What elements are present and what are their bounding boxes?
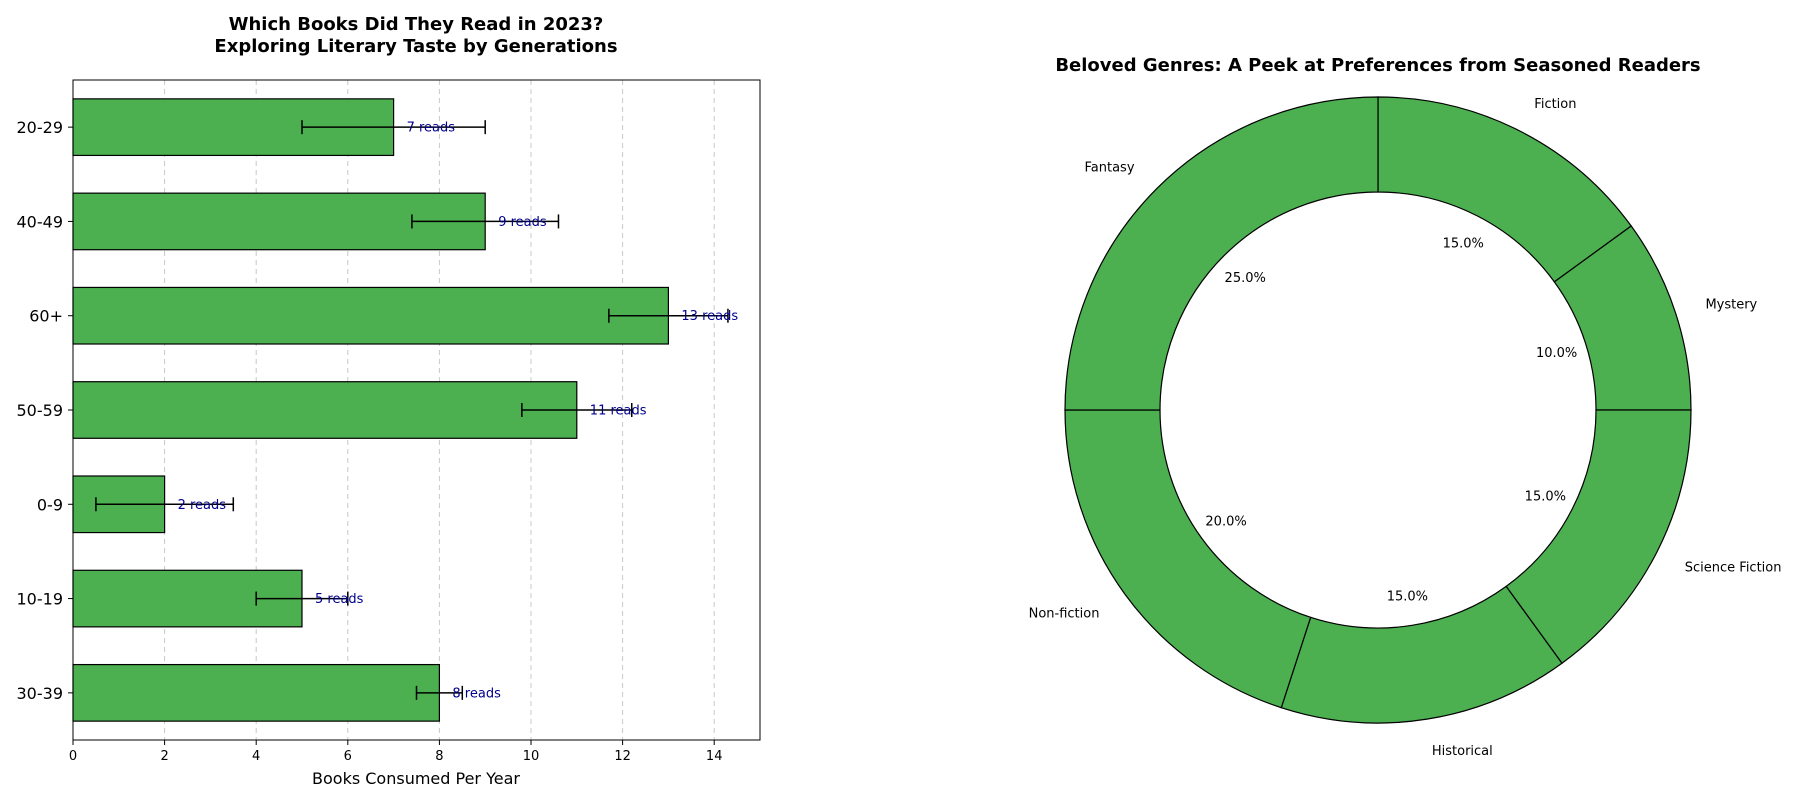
y-tick-label: 0-9 xyxy=(37,495,63,514)
donut-category-label: Science Fiction xyxy=(1685,560,1782,575)
donut-category-label: Fantasy xyxy=(1085,161,1135,176)
bar-50-59 xyxy=(72,381,578,439)
bar-value-label: 9 reads xyxy=(498,215,547,230)
y-tick-label: 20-29 xyxy=(17,118,64,137)
donut-percent-label: 10.0% xyxy=(1536,346,1577,361)
x-tick-label: 6 xyxy=(344,749,352,764)
x-axis-label: Books Consumed Per Year xyxy=(312,769,520,788)
bar-value-label: 7 reads xyxy=(407,121,456,136)
bar-30-39 xyxy=(72,663,440,722)
bar-value-label: 8 reads xyxy=(452,686,501,701)
bar-chart-title-line2: Exploring Literary Taste by Generations xyxy=(214,36,617,57)
donut-slice-non-fiction xyxy=(1064,409,1312,709)
y-axis-ticks: 20-29 40-49 60+ 50-59 0-9 10-19 30-39 xyxy=(17,118,73,703)
bar-value-label: 13 reads xyxy=(681,309,738,324)
donut-category-label: Mystery xyxy=(1705,298,1757,313)
donut-percent-label: 15.0% xyxy=(1443,237,1484,252)
x-tick-label: 10 xyxy=(523,749,540,764)
y-tick-label: 60+ xyxy=(29,307,63,326)
x-tick-label: 12 xyxy=(614,749,631,764)
donut-category-label: Non-fiction xyxy=(1029,606,1100,621)
bar-chart-title-line1: Which Books Did They Read in 2023? xyxy=(229,14,604,35)
donut-percent-labels: 15.0% 10.0% 15.0% 15.0% 20.0% 25.0% xyxy=(1205,237,1577,605)
donut-percent-label: 20.0% xyxy=(1205,514,1246,529)
bar-series xyxy=(72,98,670,722)
donut-category-labels: Fiction Mystery Science Fiction Historical N… xyxy=(1029,97,1782,759)
x-tick-label: 14 xyxy=(706,749,723,764)
donut-percent-label: 15.0% xyxy=(1387,589,1428,604)
y-tick-label: 50-59 xyxy=(17,401,64,420)
y-tick-label: 30-39 xyxy=(17,684,64,703)
donut-category-label: Historical xyxy=(1432,744,1493,759)
bar-value-label: 2 reads xyxy=(178,498,227,513)
x-tick-label: 4 xyxy=(252,749,260,764)
x-axis-ticks: 0 2 4 6 8 10 12 14 xyxy=(69,740,723,764)
donut-category-label: Fiction xyxy=(1534,97,1576,112)
donut-percent-label: 15.0% xyxy=(1525,489,1566,504)
donut-percent-label: 25.0% xyxy=(1225,271,1266,286)
x-tick-label: 0 xyxy=(69,749,77,764)
x-tick-label: 2 xyxy=(160,749,168,764)
donut-slice-historical xyxy=(1280,585,1563,724)
error-bars xyxy=(95,120,729,700)
donut-chart: Beloved Genres: A Peek at Preferences fr… xyxy=(1029,55,1782,759)
bar-value-label: 11 reads xyxy=(590,404,647,419)
x-tick-label: 8 xyxy=(435,749,443,764)
bar-grid xyxy=(72,80,715,740)
donut-slice-fantasy xyxy=(1064,96,1379,411)
y-tick-label: 10-19 xyxy=(17,590,64,609)
donut-slices xyxy=(1064,96,1692,724)
donut-chart-title: Beloved Genres: A Peek at Preferences fr… xyxy=(1055,55,1700,76)
bar-value-labels: 7 reads 9 reads 13 reads 11 reads 2 reads 5 r… xyxy=(178,121,739,702)
y-tick-label: 40-49 xyxy=(17,212,64,231)
bar-chart: Which Books Did They Read in 2023? Explo… xyxy=(17,14,761,788)
bar-60+ xyxy=(72,286,670,345)
bar-value-label: 5 reads xyxy=(315,592,364,607)
